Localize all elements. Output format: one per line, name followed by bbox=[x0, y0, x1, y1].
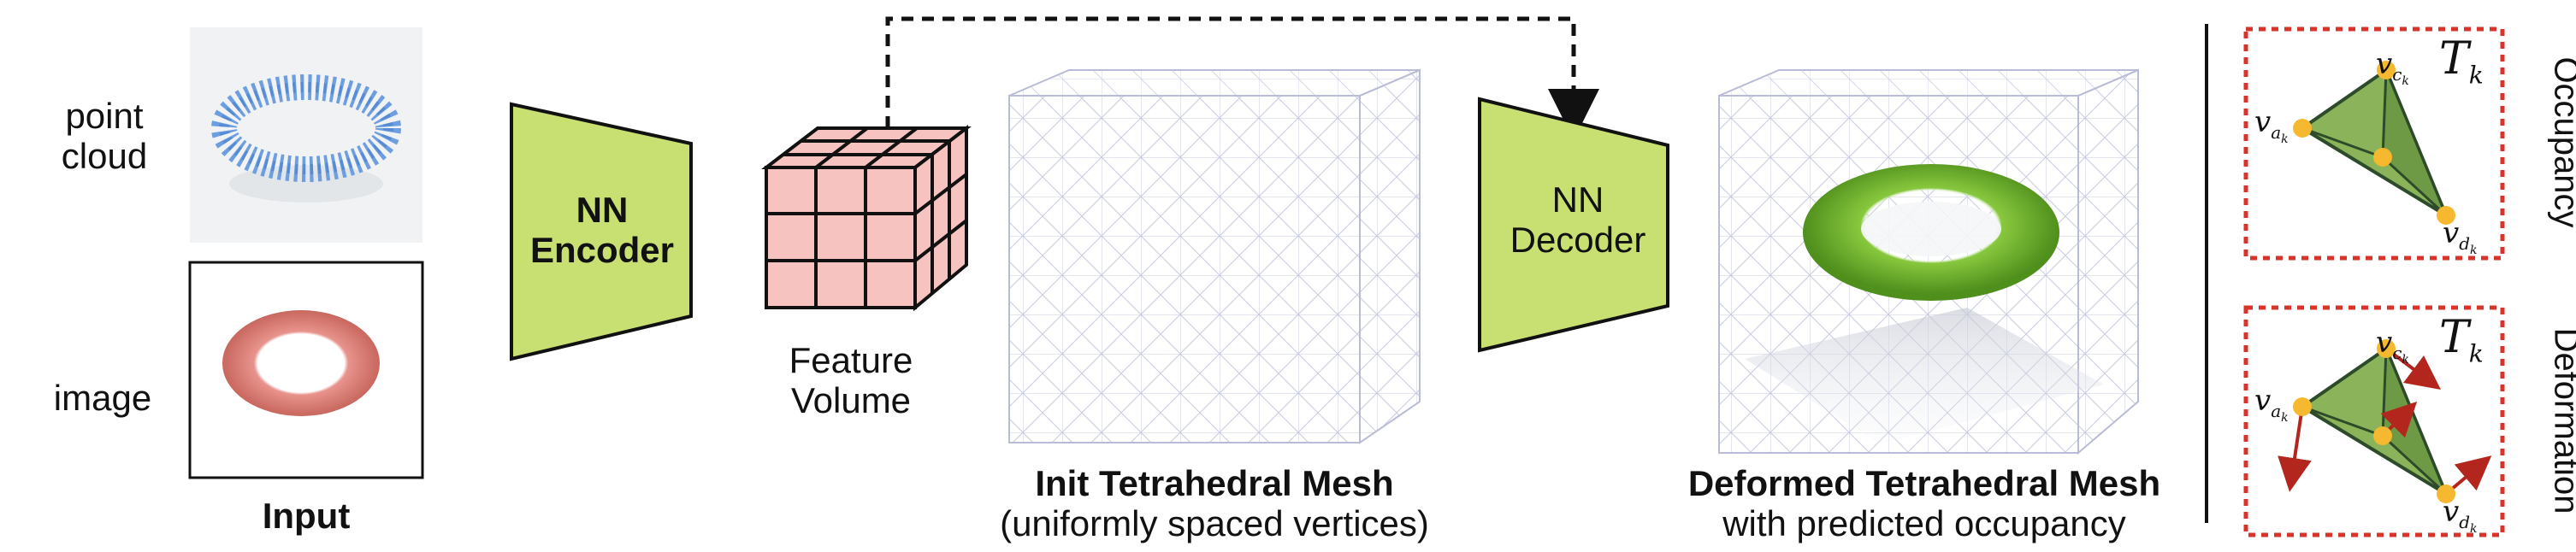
deformation-panel bbox=[2243, 305, 2505, 537]
occupancy-panel bbox=[2243, 26, 2505, 261]
decoder-block bbox=[1478, 97, 1669, 353]
deformed-mesh-caption-subtitle: with predicted occupancy bbox=[1722, 503, 2126, 544]
encoder-label-line1: NN bbox=[576, 190, 629, 230]
input-caption: Input bbox=[262, 496, 351, 536]
deformation-tet-label: Tk bbox=[2439, 312, 2484, 368]
skip-connection-arrow bbox=[885, 16, 1599, 140]
init-mesh-caption-subtitle: (uniformly spaced vertices) bbox=[1000, 503, 1429, 544]
decoder-label-line1: NN bbox=[1551, 179, 1604, 220]
feature-volume-cube bbox=[761, 124, 972, 312]
decoder-label: NN Decoder bbox=[1488, 179, 1668, 260]
point-cloud-render bbox=[190, 27, 422, 243]
encoder-block bbox=[510, 102, 693, 361]
point-cloud-label: point cloud bbox=[44, 96, 164, 176]
occupancy-tet-label: Tk bbox=[2439, 33, 2484, 90]
init-mesh-caption-title: Init Tetrahedral Mesh bbox=[1035, 463, 1394, 503]
encoder-label: NN Encoder bbox=[517, 190, 688, 270]
deformed-tetrahedral-mesh bbox=[1718, 68, 2139, 455]
deformed-mesh-caption-title: Deformed Tetrahedral Mesh bbox=[1687, 463, 2161, 503]
init-tetrahedral-mesh bbox=[1008, 68, 1421, 444]
occupancy-vertex-c: vck bbox=[2376, 47, 2409, 88]
deformation-vertex-c: vck bbox=[2376, 326, 2409, 367]
occupancy-vertex-a: vak bbox=[2254, 105, 2289, 146]
feature-volume-label: Feature Volume bbox=[753, 340, 949, 420]
deformation-side-label: Deformation bbox=[2547, 327, 2576, 514]
image-render bbox=[188, 261, 424, 479]
image-label: image bbox=[53, 378, 152, 418]
feature-volume-label-line2: Volume bbox=[790, 380, 912, 421]
occupancy-side-label: Occupancy bbox=[2547, 56, 2576, 228]
init-mesh-caption: Init Tetrahedral Mesh (uniformly spaced … bbox=[949, 463, 1480, 543]
occupancy-vertex-d: vdk bbox=[2443, 216, 2478, 257]
encoder-label-line2: Encoder bbox=[529, 230, 675, 271]
point-cloud-label-line2: cloud bbox=[61, 136, 148, 177]
point-cloud-label-line1: point bbox=[65, 96, 144, 136]
deformed-mesh-caption: Deformed Tetrahedral Mesh with predicted… bbox=[1659, 463, 2189, 543]
deformation-vertex-d: vdk bbox=[2443, 495, 2478, 536]
decoder-label-line2: Decoder bbox=[1510, 220, 1646, 261]
feature-volume-label-line1: Feature bbox=[789, 340, 913, 380]
deformation-vertex-a: vak bbox=[2254, 384, 2289, 425]
